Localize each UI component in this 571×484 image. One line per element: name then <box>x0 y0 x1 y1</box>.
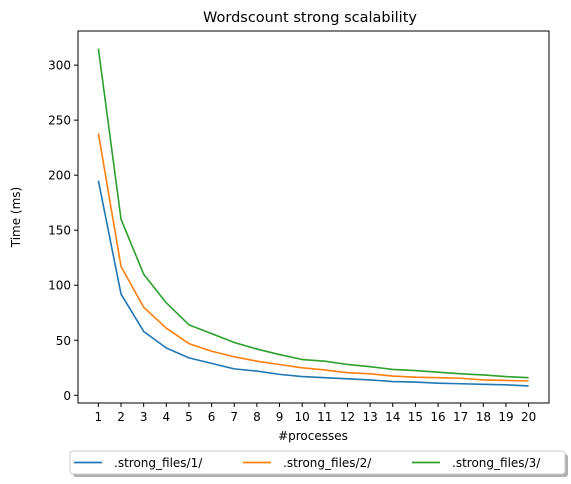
y-tick-label: 150 <box>48 224 71 238</box>
y-tick-label: 300 <box>48 59 71 73</box>
legend-label: .strong_files/3/ <box>452 456 541 470</box>
x-tick-label: 9 <box>276 410 284 424</box>
x-tick-label: 2 <box>117 410 125 424</box>
y-tick-label: 50 <box>56 334 71 348</box>
y-axis-label: Time (ms) <box>9 187 23 249</box>
x-tick-label: 13 <box>362 410 377 424</box>
x-tick-label: 10 <box>295 410 310 424</box>
y-tick-label: 200 <box>48 169 71 183</box>
x-tick-label: 11 <box>317 410 332 424</box>
legend: .strong_files/1/ .strong_files/2/ .strong_… <box>69 450 568 477</box>
x-tick-label: 14 <box>385 410 400 424</box>
plot-frame <box>77 30 550 404</box>
x-tick-label: 3 <box>140 410 148 424</box>
y-axis: 0 50 100 150 200 250 300 <box>48 59 78 403</box>
x-tick-label: 5 <box>185 410 193 424</box>
legend-label: .strong_files/2/ <box>283 456 372 470</box>
y-tick-label: 100 <box>48 279 71 293</box>
x-tick-label: 8 <box>253 410 261 424</box>
legend-box <box>69 450 566 475</box>
legend-label: .strong_files/1/ <box>114 456 203 470</box>
y-tick-label: 0 <box>63 389 71 403</box>
x-tick-label: 12 <box>340 410 355 424</box>
series-line-3 <box>97 48 529 379</box>
x-tick-label: 18 <box>476 410 491 424</box>
x-tick-label: 19 <box>498 410 513 424</box>
x-tick-label: 6 <box>208 410 216 424</box>
y-tick-label: 250 <box>48 114 71 128</box>
x-tick-label: 20 <box>521 410 536 424</box>
x-tick-label: 4 <box>162 410 170 424</box>
x-tick-label: 7 <box>230 410 238 424</box>
series-line-1 <box>97 180 529 387</box>
series-line-2 <box>97 133 529 382</box>
x-axis-label: #processes <box>278 429 348 443</box>
x-tick-label: 16 <box>430 410 445 424</box>
x-tick-label: 17 <box>453 410 468 424</box>
plot-area <box>97 48 529 387</box>
x-tick-label: 1 <box>95 410 103 424</box>
chart-title: Wordscount strong scalability <box>203 10 417 26</box>
x-axis: 1 2 3 4 5 6 7 8 9 10 11 12 13 14 15 16 17 18 19 20 <box>95 403 536 424</box>
x-tick-label: 15 <box>408 410 423 424</box>
